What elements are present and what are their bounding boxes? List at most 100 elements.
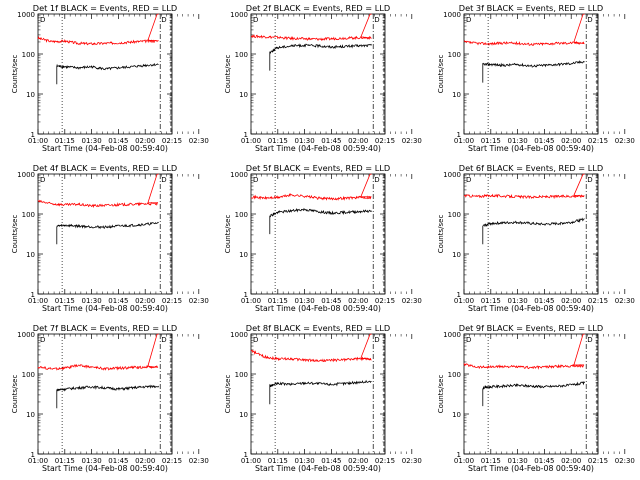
x-tick-label: 02:30: [189, 137, 209, 145]
annotation-label: D: [374, 16, 379, 24]
events-series-line: [56, 62, 159, 85]
x-tick-label: 01:30: [82, 457, 102, 465]
y-tick-label: 100: [235, 371, 248, 379]
events-series-line: [56, 221, 159, 245]
lld-series-line: [37, 333, 159, 371]
x-tick-label: 01:30: [295, 137, 315, 145]
x-tick-label: 01:45: [108, 137, 128, 145]
x-tick-label: 01:00: [454, 137, 474, 145]
x-tick-label: 01:45: [321, 137, 341, 145]
lld-series-line: [463, 333, 585, 370]
x-axis-label: Start Time (04-Feb-08 00:59:40): [255, 464, 381, 473]
x-tick-label: 02:30: [615, 457, 635, 465]
lld-series-line: [37, 173, 159, 209]
chart-title: Det 3f BLACK = Events, RED = LLD: [459, 3, 603, 13]
x-axis-label: Start Time (04-Feb-08 00:59:40): [42, 464, 168, 473]
x-tick-label: 01:00: [28, 137, 48, 145]
chart-panel-4: Det 4f BLACK = Events, RED = LLD 1 10 100 10…: [11, 163, 209, 313]
x-tick-label: 01:30: [82, 297, 102, 305]
y-tick-label: 10: [26, 251, 35, 259]
annotation-label: D: [253, 176, 258, 184]
y-tick-label: 10: [239, 411, 248, 419]
chart-title: Det 2f BLACK = Events, RED = LLD: [246, 3, 390, 13]
x-tick-label: 02:00: [348, 137, 368, 145]
x-tick-label: 01:30: [295, 297, 315, 305]
x-axis-label: Start Time (04-Feb-08 00:59:40): [468, 144, 594, 153]
x-tick-label: 01:00: [28, 457, 48, 465]
plot-frame: [37, 13, 173, 135]
x-tick-label: 02:30: [402, 297, 422, 305]
y-tick-label: 1000: [17, 331, 35, 339]
x-tick-label: 02:30: [189, 297, 209, 305]
y-tick-label: 100: [22, 51, 35, 59]
events-series-line: [269, 43, 372, 71]
x-tick-label: 01:30: [82, 137, 102, 145]
x-tick-label: 01:45: [534, 297, 554, 305]
x-tick-label: 02:00: [561, 457, 581, 465]
x-axis-label: Start Time (04-Feb-08 00:59:40): [42, 144, 168, 153]
annotation-label: D: [374, 336, 379, 344]
plot-frame: [37, 333, 173, 455]
x-tick-label: 02:15: [162, 297, 182, 305]
x-tick-label: 01:30: [508, 297, 528, 305]
lld-series-line: [250, 333, 372, 363]
x-tick-label: 02:15: [162, 137, 182, 145]
annotation-label: D: [253, 16, 258, 24]
y-tick-label: 1: [31, 451, 35, 459]
x-tick-label: 01:00: [241, 297, 261, 305]
y-tick-label: 10: [26, 411, 35, 419]
x-tick-label: 02:30: [402, 137, 422, 145]
annotation-label: D: [466, 176, 471, 184]
x-tick-label: 02:00: [135, 137, 155, 145]
x-tick-label: 02:30: [615, 297, 635, 305]
y-tick-label: 1000: [443, 11, 461, 19]
x-tick-label: 01:15: [55, 297, 75, 305]
y-axis-label: Counts/sec: [437, 55, 445, 94]
chart-panel-8: Det 8f BLACK = Events, RED = LLD 1 10 100 10…: [224, 323, 422, 473]
annotation-label: D: [466, 16, 471, 24]
x-axis-label: Start Time (04-Feb-08 00:59:40): [255, 144, 381, 153]
y-tick-label: 10: [452, 251, 461, 259]
plot-frame: [250, 13, 386, 135]
events-series-line: [56, 384, 159, 409]
y-tick-label: 100: [448, 371, 461, 379]
lld-series-line: [250, 13, 373, 42]
x-tick-label: 01:00: [454, 297, 474, 305]
x-tick-label: 02:30: [615, 137, 635, 145]
chart-title: Det 1f BLACK = Events, RED = LLD: [33, 3, 177, 13]
y-axis-label: Counts/sec: [437, 375, 445, 414]
x-tick-label: 01:15: [268, 457, 288, 465]
x-tick-label: 02:30: [189, 457, 209, 465]
x-tick-label: 02:00: [135, 297, 155, 305]
x-tick-label: 01:45: [321, 457, 341, 465]
y-tick-label: 100: [235, 211, 248, 219]
x-tick-label: 01:45: [321, 297, 341, 305]
x-tick-label: 02:00: [348, 297, 368, 305]
x-tick-label: 01:15: [55, 457, 75, 465]
annotation-label: D: [587, 16, 592, 24]
x-tick-label: 01:30: [295, 457, 315, 465]
x-tick-label: 02:15: [162, 457, 182, 465]
plot-frame: [463, 173, 599, 295]
x-tick-label: 02:15: [588, 137, 608, 145]
y-axis-label: Counts/sec: [224, 215, 232, 254]
y-tick-label: 100: [448, 51, 461, 59]
annotation-label: D: [161, 16, 166, 24]
y-axis-label: Counts/sec: [11, 55, 19, 94]
y-tick-label: 100: [22, 211, 35, 219]
annotation-label: D: [587, 336, 592, 344]
annotation-label: D: [374, 176, 379, 184]
y-axis-label: Counts/sec: [437, 215, 445, 254]
chart-panel-9: Det 9f BLACK = Events, RED = LLD 1 10 100 10…: [437, 323, 635, 473]
x-tick-label: 01:15: [481, 297, 501, 305]
y-tick-label: 1000: [230, 11, 248, 19]
events-series-line: [269, 207, 372, 235]
y-axis-label: Counts/sec: [11, 215, 19, 254]
y-tick-label: 10: [26, 91, 35, 99]
chart-title: Det 7f BLACK = Events, RED = LLD: [33, 323, 177, 333]
x-tick-label: 02:00: [561, 297, 581, 305]
chart-panel-3: Det 3f BLACK = Events, RED = LLD 1 10 100 10…: [437, 3, 635, 153]
x-tick-label: 01:00: [241, 457, 261, 465]
x-tick-label: 01:15: [268, 297, 288, 305]
